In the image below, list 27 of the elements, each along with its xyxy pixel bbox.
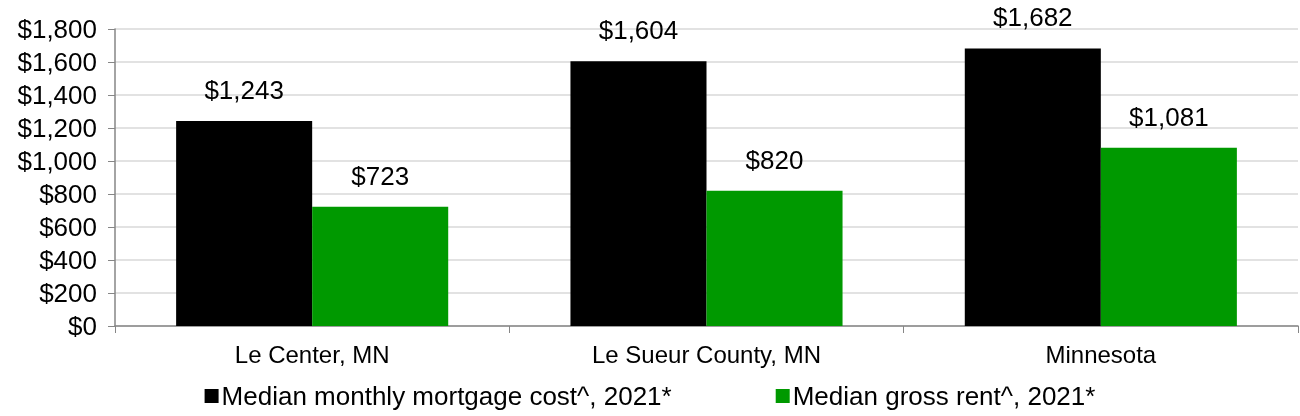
bar [312,206,449,326]
bar [1100,147,1237,326]
y-tick-label: $200 [39,278,97,308]
y-tick-label: $1,400 [17,80,97,110]
y-tick-label: $0 [68,311,97,341]
x-tick-label: Le Sueur County, MN [592,340,821,368]
bar [706,190,843,326]
y-tick-label: $400 [39,245,97,275]
legend-label: Median monthly mortgage cost^, 2021* [221,381,672,411]
x-tick-label: Minnesota [1045,340,1157,368]
legend-label: Median gross rent^, 2021* [792,381,1096,411]
bar [176,120,313,326]
x-tick-label: Le Center, MN [234,340,390,368]
y-tick-label: $800 [39,179,97,209]
y-tick-label: $1,200 [17,113,97,143]
bar [570,61,707,326]
y-tick-label: $600 [39,212,97,242]
data-label: $820 [745,144,804,175]
data-label: $1,081 [1129,101,1209,132]
y-tick-label: $1,000 [17,146,97,176]
data-label: $1,604 [598,15,679,46]
y-tick-label: $1,800 [17,14,97,44]
bar [964,48,1101,326]
data-label: $723 [351,160,410,191]
data-label: $1,243 [204,74,284,105]
data-label: $1,682 [993,2,1073,33]
y-tick-label: $1,600 [17,47,97,77]
